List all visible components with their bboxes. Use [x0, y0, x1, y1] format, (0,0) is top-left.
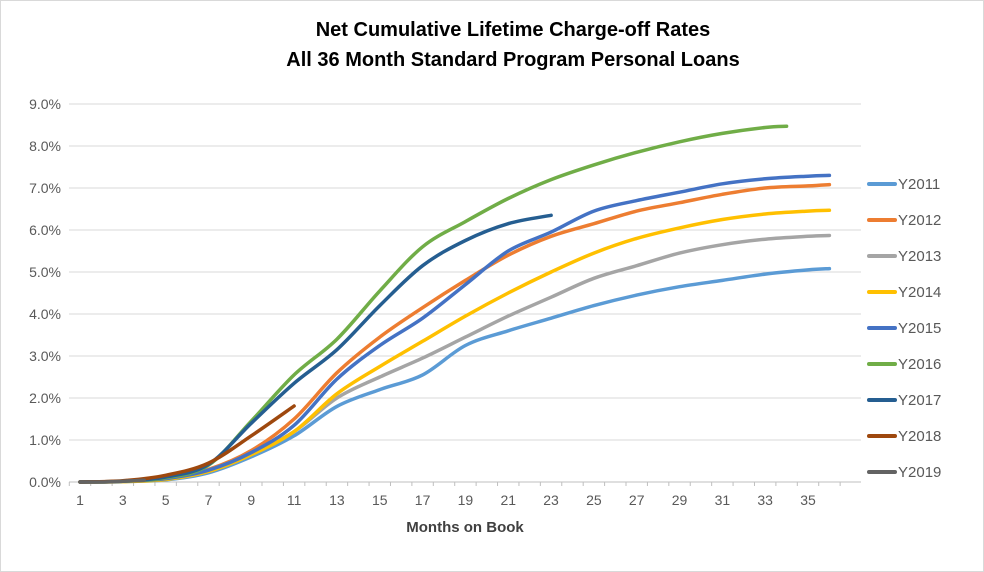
series-line-Y2011 — [78, 266, 832, 484]
legend-swatch-Y2015 — [867, 326, 897, 330]
x-tick-label: 23 — [543, 492, 559, 508]
chart-title-line1: Net Cumulative Lifetime Charge-off Rates — [315, 19, 711, 41]
y-tick-label: 3.0% — [29, 348, 61, 364]
legend-swatch-Y2011 — [867, 182, 897, 186]
x-tick-label: 35 — [800, 492, 816, 508]
legend: Y2011 Y2012 Y2013 Y2014 Y2015 Y2016 Y2017 Y2018… — [867, 173, 941, 483]
x-tick-label: 19 — [458, 492, 474, 508]
series-line-Y2016 — [78, 124, 789, 484]
y-tick-label: 0.0% — [29, 474, 61, 490]
x-tick-label: 21 — [500, 492, 516, 508]
legend-item-Y2012: Y2012 — [867, 209, 941, 231]
series-line-Y2015 — [78, 173, 832, 484]
legend-label-Y2012: Y2012 — [898, 211, 942, 229]
legend-swatch-Y2019 — [867, 470, 897, 474]
x-axis-title: Months on Book — [406, 519, 524, 536]
legend-item-Y2018: Y2018 — [867, 425, 941, 447]
x-tick-label: 5 — [162, 492, 170, 508]
legend-swatch-Y2017 — [867, 398, 897, 402]
y-tick-label: 4.0% — [29, 306, 61, 322]
legend-swatch-Y2012 — [867, 218, 897, 222]
legend-label-Y2019: Y2019 — [898, 463, 942, 481]
legend-label-Y2013: Y2013 — [898, 247, 942, 265]
legend-label-Y2015: Y2015 — [898, 319, 942, 337]
x-tick-label: 1 — [76, 492, 84, 508]
legend-label-Y2011: Y2011 — [898, 175, 941, 193]
legend-item-Y2014: Y2014 — [867, 281, 941, 303]
x-tick-label: 27 — [629, 492, 645, 508]
legend-label-Y2017: Y2017 — [898, 391, 942, 409]
x-tick-label: 13 — [329, 492, 345, 508]
chart-title-line2: All 36 Month Standard Program Personal L… — [286, 49, 740, 71]
legend-item-Y2013: Y2013 — [867, 245, 941, 267]
x-tick-label: 11 — [287, 492, 302, 508]
legend-label-Y2014: Y2014 — [898, 283, 942, 301]
x-tick-label: 33 — [757, 492, 773, 508]
legend-swatch-Y2014 — [867, 290, 897, 294]
x-tick-label: 31 — [715, 492, 731, 508]
legend-label-Y2016: Y2016 — [898, 355, 942, 373]
y-tick-label: 9.0% — [29, 96, 61, 112]
legend-item-Y2019: Y2019 — [867, 461, 941, 483]
x-tick-label: 29 — [672, 492, 688, 508]
y-tick-label: 2.0% — [29, 390, 61, 406]
legend-swatch-Y2018 — [867, 434, 897, 438]
series-line-Y2019 — [78, 478, 146, 484]
legend-swatch-Y2013 — [867, 254, 897, 258]
legend-item-Y2017: Y2017 — [867, 389, 941, 411]
y-tick-label: 7.0% — [29, 180, 61, 196]
y-tick-label: 8.0% — [29, 138, 61, 154]
y-tick-label: 1.0% — [29, 432, 61, 448]
series-line-Y2017 — [78, 213, 553, 484]
x-tick-label: 9 — [247, 492, 255, 508]
legend-item-Y2011: Y2011 — [867, 173, 941, 195]
y-tick-label: 5.0% — [29, 264, 61, 280]
legend-item-Y2015: Y2015 — [867, 317, 941, 339]
chart-title: Net Cumulative Lifetime Charge-off Rates… — [113, 15, 913, 75]
legend-item-Y2016: Y2016 — [867, 353, 941, 375]
x-tick-label: 7 — [205, 492, 213, 508]
series-line-Y2014 — [78, 208, 832, 484]
x-tick-label: 3 — [119, 492, 127, 508]
legend-label-Y2018: Y2018 — [898, 427, 942, 445]
legend-swatch-Y2016 — [867, 362, 897, 366]
x-tick-label: 25 — [586, 492, 602, 508]
x-tick-label: 15 — [372, 492, 388, 508]
y-tick-label: 6.0% — [29, 222, 61, 238]
x-tick-label: 17 — [415, 492, 431, 508]
